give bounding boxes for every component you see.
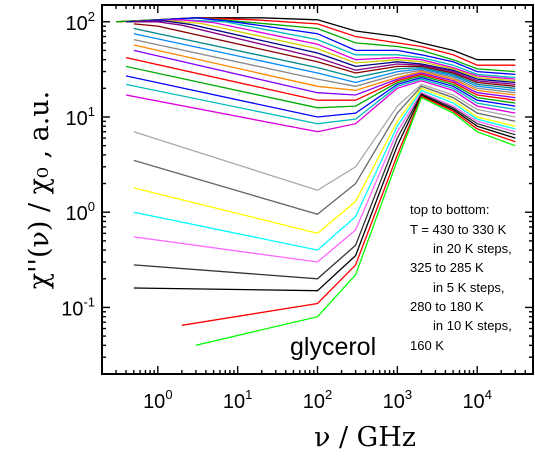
series-line	[133, 27, 516, 89]
x-tick-label: 102	[303, 387, 332, 413]
annotation-line: 325 to 285 K	[410, 260, 484, 275]
series-line	[133, 49, 516, 99]
annotation-line: in 10 K steps,	[433, 318, 512, 333]
tick-exponent: 3	[405, 387, 412, 402]
series-line	[133, 44, 516, 96]
annotation-line: in 20 K steps,	[433, 241, 512, 256]
tick-exponent: 1	[245, 387, 252, 402]
data-curves	[116, 17, 516, 346]
y-tick-label: 102	[66, 9, 95, 35]
tick-base: 10	[66, 13, 88, 35]
tick-exponent: 0	[165, 387, 172, 402]
series-line	[133, 91, 516, 263]
x-tick-label: 104	[462, 387, 491, 413]
series-line	[133, 89, 516, 251]
tick-base: 10	[66, 203, 88, 225]
axis-ticks	[101, 5, 534, 375]
annotation: top to bottom: T = 430 to 330 K in 20 K …	[410, 202, 512, 353]
series-line	[195, 96, 516, 346]
tick-exponent: 2	[325, 387, 332, 402]
tick-base: 10	[66, 108, 88, 130]
series-line	[125, 56, 516, 101]
series-line	[133, 87, 516, 235]
series-line	[133, 85, 516, 216]
x-tick-labels: 100 101 102 103 104	[143, 387, 492, 413]
series-line	[125, 20, 516, 82]
tick-base: 10	[462, 391, 484, 413]
series-line	[133, 83, 516, 192]
series-line	[133, 21, 516, 86]
series-line	[181, 95, 516, 326]
series-line	[125, 80, 516, 133]
tick-base: 10	[61, 298, 83, 320]
tick-base: 10	[303, 391, 325, 413]
sample-label: glycerol	[290, 333, 376, 361]
series-line	[125, 19, 516, 80]
x-tick-label: 101	[223, 387, 252, 413]
y-tick-label: 10-1	[61, 294, 95, 320]
annotation-line: 160 K	[410, 338, 444, 353]
series-line	[125, 65, 516, 109]
series-line	[133, 38, 516, 94]
annotation-line: top to bottom:	[410, 202, 490, 217]
tick-base: 10	[143, 391, 165, 413]
annotation-line: T = 430 to 330 K	[410, 222, 507, 237]
x-tick-label: 103	[383, 387, 412, 413]
series-line	[125, 19, 516, 79]
tick-exponent: 2	[88, 9, 95, 24]
series-line	[125, 75, 516, 118]
series-line	[133, 23, 516, 87]
x-tick-label: 100	[143, 387, 172, 413]
y-tick-label: 100	[66, 199, 95, 225]
x-axis-title: ν / GHz	[314, 422, 416, 453]
series-line	[133, 33, 516, 92]
series-line	[125, 20, 516, 84]
tick-base: 10	[383, 391, 405, 413]
series-line	[133, 94, 516, 292]
tick-exponent: 1	[88, 104, 95, 119]
series-line	[116, 17, 516, 66]
tick-exponent: -1	[83, 294, 95, 309]
y-axis-title: χ''(ν) / χ₀ , a.u.	[24, 91, 55, 290]
series-line	[116, 17, 516, 61]
series-line	[125, 17, 516, 76]
series-line	[125, 78, 516, 125]
tick-exponent: 4	[485, 387, 492, 402]
y-tick-label: 101	[66, 104, 95, 130]
series-line	[116, 17, 516, 73]
annotation-line: in 5 K steps,	[433, 280, 505, 295]
series-line	[133, 92, 516, 280]
annotation-line: 280 to 180 K	[410, 299, 484, 314]
tick-base: 10	[223, 391, 245, 413]
tick-exponent: 0	[88, 199, 95, 214]
